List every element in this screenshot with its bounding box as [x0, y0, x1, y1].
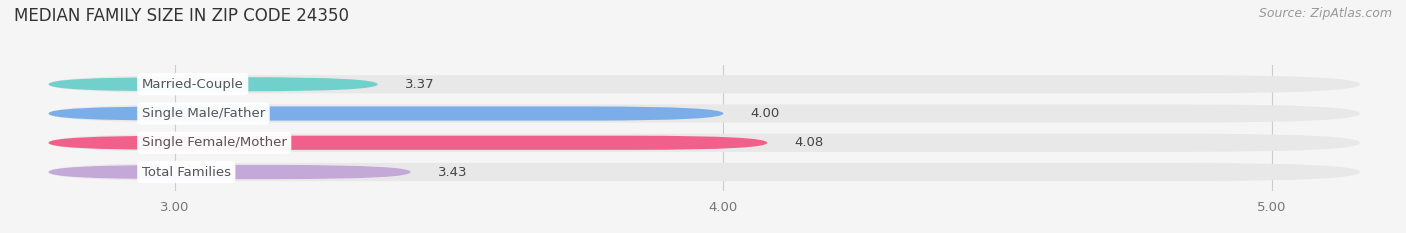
Text: Source: ZipAtlas.com: Source: ZipAtlas.com: [1258, 7, 1392, 20]
FancyBboxPatch shape: [49, 106, 724, 121]
Text: MEDIAN FAMILY SIZE IN ZIP CODE 24350: MEDIAN FAMILY SIZE IN ZIP CODE 24350: [14, 7, 349, 25]
FancyBboxPatch shape: [49, 163, 1360, 181]
Text: Total Families: Total Families: [142, 165, 231, 178]
Text: 4.08: 4.08: [794, 136, 824, 149]
Text: Single Female/Mother: Single Female/Mother: [142, 136, 287, 149]
FancyBboxPatch shape: [49, 136, 768, 150]
FancyBboxPatch shape: [49, 75, 1360, 93]
Text: 3.37: 3.37: [405, 78, 434, 91]
FancyBboxPatch shape: [49, 104, 1360, 123]
FancyBboxPatch shape: [49, 134, 1360, 152]
Text: 4.00: 4.00: [751, 107, 780, 120]
Text: 3.43: 3.43: [439, 165, 468, 178]
Text: Single Male/Father: Single Male/Father: [142, 107, 266, 120]
FancyBboxPatch shape: [49, 165, 411, 179]
FancyBboxPatch shape: [49, 77, 378, 91]
Text: Married-Couple: Married-Couple: [142, 78, 243, 91]
